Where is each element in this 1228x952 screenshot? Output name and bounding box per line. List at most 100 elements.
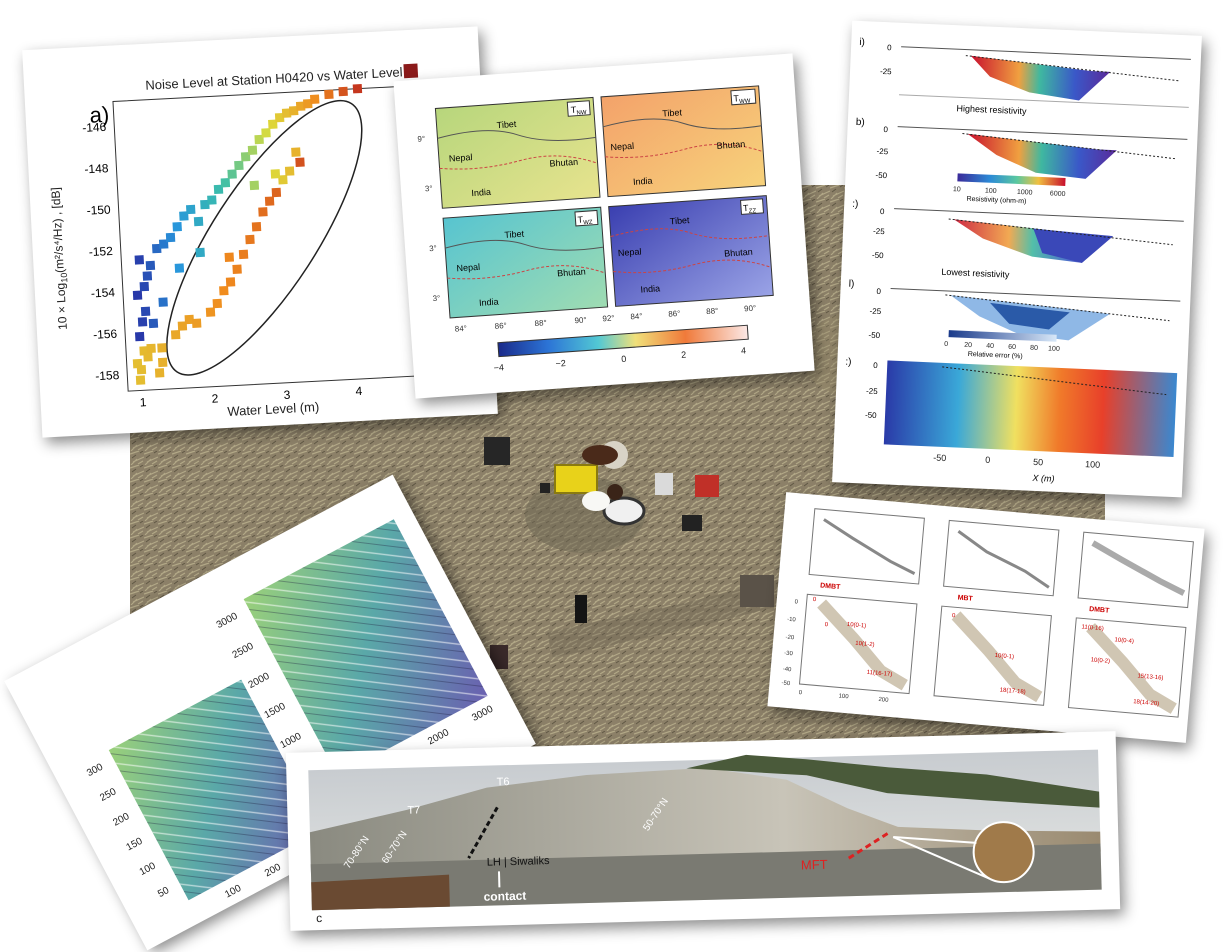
svg-text:l): l)	[849, 279, 855, 290]
caption-lowest-resistivity: Lowest resistivity	[941, 267, 1010, 280]
scatter-point	[154, 368, 165, 378]
svg-text:92°: 92°	[602, 313, 615, 323]
svg-text:−2: −2	[555, 358, 566, 369]
svg-text:20: 20	[964, 342, 972, 349]
scatter-point	[240, 152, 251, 162]
x-axis-label: X (m)	[1031, 473, 1054, 484]
scatter-point	[191, 318, 202, 328]
profile-y-ticks: 0 -10 -20 -30 -40 -50	[781, 599, 799, 687]
scatter-point	[220, 178, 231, 188]
svg-text:-50: -50	[868, 331, 880, 341]
label-nepal: Nepal	[618, 246, 642, 258]
x-tick-label: 4	[355, 384, 363, 398]
label-nepal: Nepal	[449, 152, 473, 164]
profile-bottom-row	[798, 593, 1187, 718]
scatter-point	[234, 160, 244, 171]
outcrop-photo-card: T6 T7 70-80°N 60-70°N 50-70°N LH | Siwal…	[285, 731, 1121, 931]
scatter-point	[134, 331, 145, 342]
svg-text:i): i)	[859, 37, 865, 48]
svg-text:0: 0	[883, 125, 888, 134]
svg-text:-50: -50	[875, 171, 887, 181]
scatter-point	[274, 112, 285, 123]
inset-circle	[972, 821, 1035, 884]
map-lon-ticks: 84° 86° 88° 90° 92° 84° 86° 88° 90°	[455, 304, 757, 334]
scatter-point	[258, 207, 268, 217]
mft-trace	[847, 831, 889, 860]
svg-text:0: 0	[813, 597, 818, 603]
scatter-point	[295, 157, 305, 167]
map-panel-wz: Tibet Nepal Bhutan India TWZ	[442, 206, 609, 319]
svg-text:90°: 90°	[744, 304, 757, 314]
dem-surfaces-card: 300 250 200 150 100 50 100 200 300 3000 …	[4, 474, 536, 951]
scatter-point	[212, 298, 223, 309]
svg-text:100: 100	[985, 188, 997, 196]
scatter-point	[137, 317, 148, 327]
scatter-point	[232, 264, 242, 274]
svg-text:2500: 2500	[231, 641, 256, 661]
map-panel-zz: Tibet Nepal Bhutan India TZZ	[608, 195, 774, 307]
x-axis-label: Water Level (m)	[227, 399, 320, 419]
svg-text::): :)	[845, 357, 852, 368]
svg-text:-50: -50	[865, 411, 877, 421]
label-bhutan: Bhutan	[549, 157, 578, 169]
scatter-point	[177, 321, 188, 331]
resistivity-panel-highest: i) 0 -25 Highest resistivity	[859, 37, 1191, 116]
y-tick-label: -154	[91, 285, 116, 300]
label-india: India	[633, 176, 653, 187]
scatter-point	[148, 318, 159, 329]
label-bhutan: Bhutan	[716, 139, 745, 151]
x-tick-label: 2	[211, 391, 219, 405]
scatter-point	[288, 105, 299, 116]
svg-text:50: 50	[156, 885, 171, 900]
y-tick-label: -152	[88, 244, 113, 259]
label-india: India	[479, 297, 499, 308]
scatter-point	[136, 364, 147, 375]
scatter-point	[158, 297, 168, 307]
scatter-point	[195, 247, 205, 258]
scatter-point	[134, 255, 145, 265]
scatter-point	[135, 375, 146, 385]
svg-text:-25: -25	[866, 387, 878, 397]
svg-text:1000: 1000	[1017, 189, 1033, 197]
svg-text:10(0-4): 10(0-4)	[1114, 637, 1134, 645]
svg-text:3°: 3°	[429, 244, 437, 254]
svg-text:84°: 84°	[630, 312, 643, 322]
svg-text:-50: -50	[933, 453, 946, 464]
scatter-point	[205, 307, 216, 317]
svg-text:b): b)	[856, 117, 865, 128]
scatter-point	[238, 249, 249, 260]
label-tibet: Tibet	[662, 107, 683, 118]
scatter-point	[324, 89, 334, 100]
svg-text:200: 200	[878, 697, 889, 704]
scatter-point	[172, 222, 182, 232]
svg-text:90°: 90°	[574, 315, 587, 325]
svg-text:84°: 84°	[455, 324, 468, 334]
resistivity-panel-b: b) 0 -25 -50 10 100 1000 6000 Resistivit…	[856, 117, 1188, 205]
scatter-point	[142, 271, 153, 281]
scatter-point	[268, 119, 278, 129]
scatter-point	[251, 222, 262, 232]
scatter-point	[245, 234, 255, 245]
svg-text:0: 0	[880, 207, 885, 216]
svg-text:3°: 3°	[425, 184, 433, 194]
svg-text:0: 0	[944, 341, 948, 348]
relative-error-label: Relative error (%)	[968, 351, 1023, 360]
scatter-point	[157, 357, 168, 368]
profile-x-ticks: 0 100 200	[798, 690, 889, 704]
scatter-point	[249, 180, 260, 191]
svg-text:0: 0	[985, 455, 990, 465]
scatter-point	[295, 101, 306, 111]
scatter-point	[207, 195, 217, 205]
svg-text:3°: 3°	[432, 294, 440, 304]
svg-text:10(0-1): 10(0-1)	[847, 622, 867, 630]
scatter-point	[151, 243, 162, 254]
svg-text:-50: -50	[872, 251, 884, 261]
scatter-point	[219, 285, 229, 296]
scatter-point	[140, 306, 151, 317]
tag-dmbt: DMBT	[1089, 606, 1110, 615]
svg-text:80: 80	[1030, 345, 1038, 352]
svg-text:150: 150	[125, 836, 145, 854]
svg-text:0: 0	[824, 622, 829, 628]
label-contact: contact	[483, 889, 526, 904]
label-bhutan: Bhutan	[724, 247, 753, 259]
